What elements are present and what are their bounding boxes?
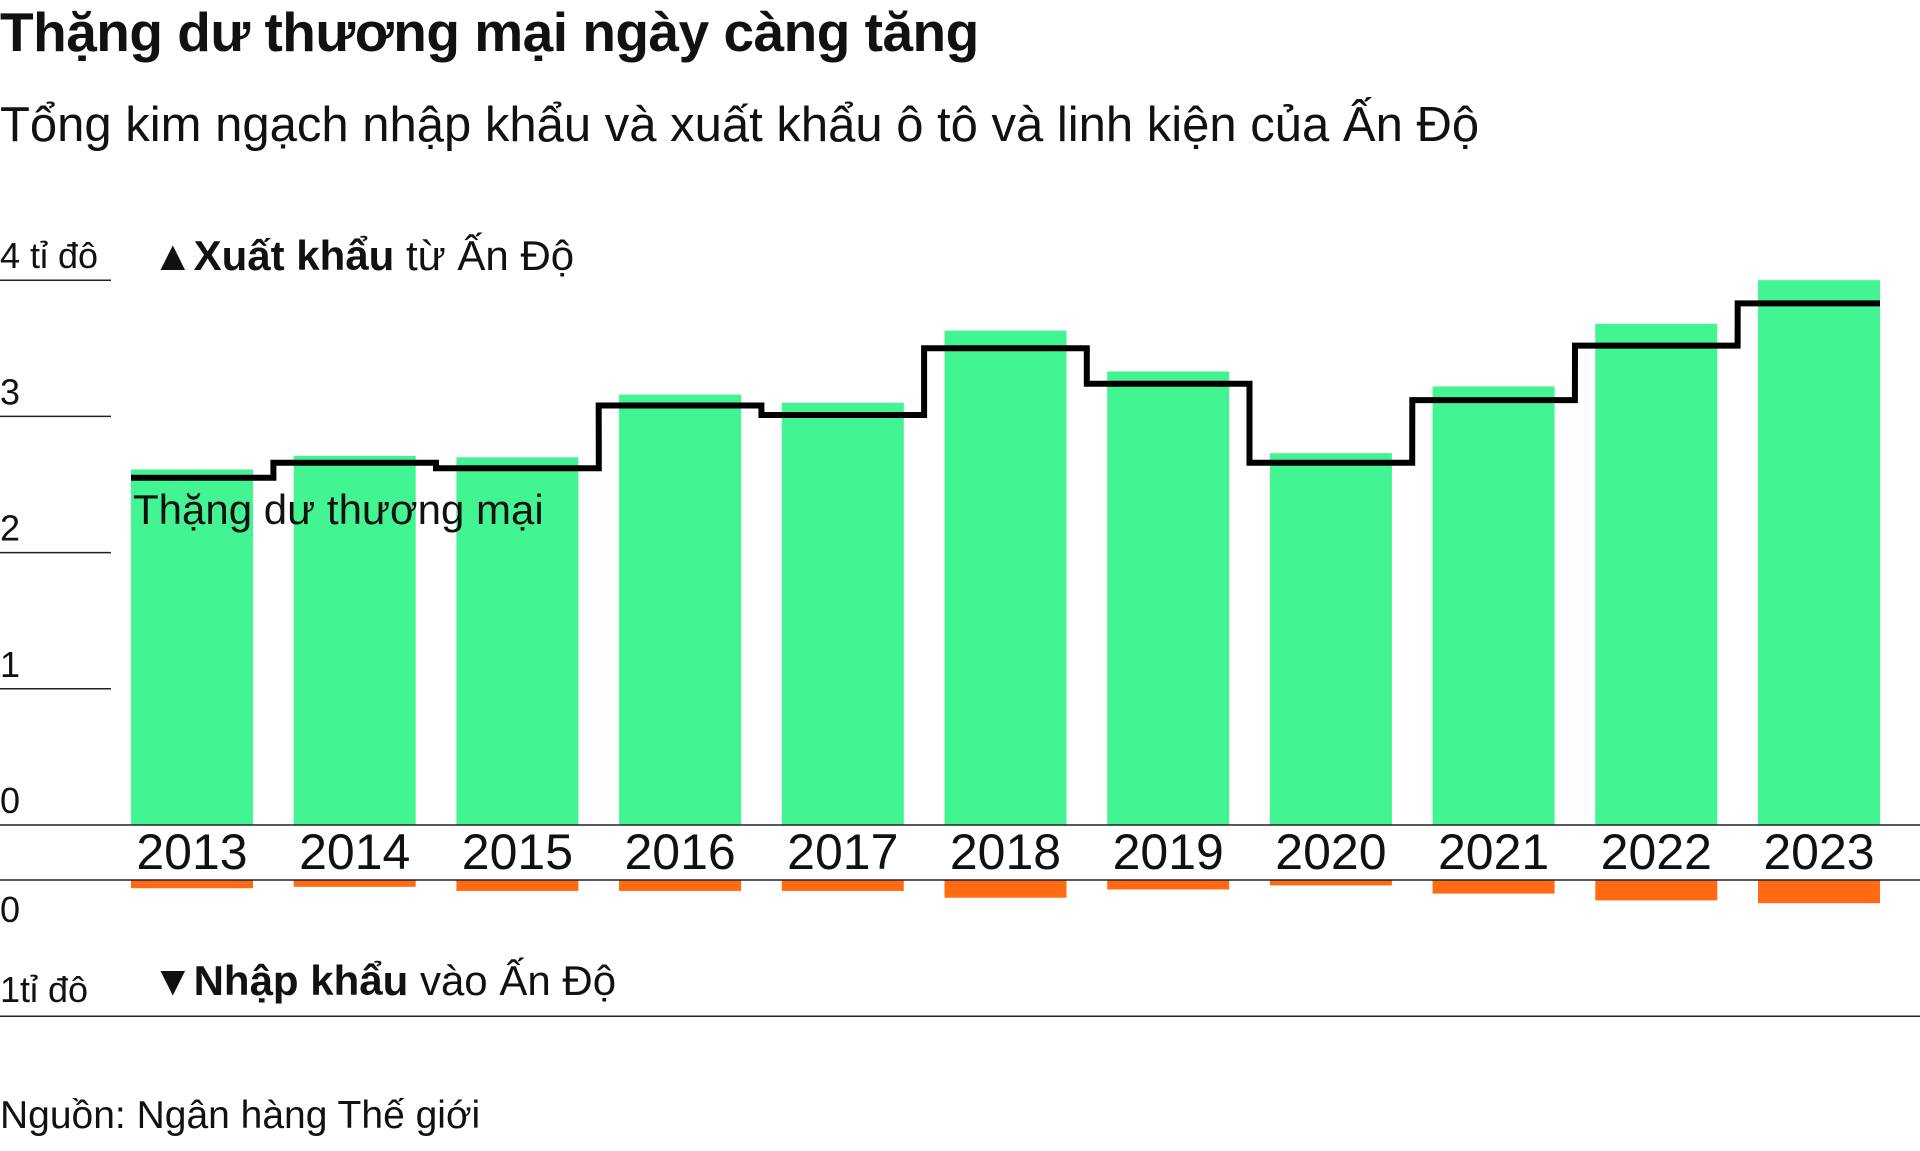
x-tick-label-2023: 2023 [1763,824,1874,880]
surplus-label: Thặng dư thương mại [133,486,544,533]
export-bar-2023 [1758,280,1880,825]
x-tick-label-2019: 2019 [1113,824,1224,880]
x-tick-labels: 2013 2014 2015 2016 2017 2018 2019 2020 2021 2022… [136,824,1874,880]
x-tick-label-2016: 2016 [624,824,735,880]
import-bar-2021 [1432,880,1555,894]
import-bar-2016 [619,880,742,891]
import-bar-2023 [1758,880,1880,904]
import-legend: ▼Nhập khẩu vào Ấn Độ [152,957,616,1004]
x-tick-label-2022: 2022 [1601,824,1712,880]
gridlines [0,279,1920,1017]
export-bar-2016 [619,394,742,825]
export-bar-2015 [456,457,579,825]
export-tick-label-2: 2 [0,508,20,549]
chart-title: Thặng dư thương mại ngày càng tăng [0,1,979,63]
export-legend: ▲Xuất khẩu từ Ấn Độ [152,232,574,279]
source-note: Nguồn: Ngân hàng Thế giới [0,1094,481,1137]
export-bar-2014 [293,455,416,825]
export-bar-2013 [131,469,253,825]
surplus-step-line [131,300,1880,481]
import-bars [131,880,1880,904]
chart-subtitle: Tổng kim ngạch nhập khẩu và xuất khẩu ô … [0,98,1480,152]
x-tick-label-2021: 2021 [1438,824,1549,880]
x-tick-label-2015: 2015 [462,824,573,880]
x-tick-label-2020: 2020 [1275,824,1386,880]
import-bar-2018 [944,880,1067,898]
export-bar-2018 [944,330,1067,825]
import-bar-2014 [293,880,416,887]
import-bar-2019 [1107,880,1230,890]
export-tick-label-1: 1 [0,644,20,685]
x-tick-label-2013: 2013 [136,824,247,880]
import-bar-2022 [1595,880,1718,901]
import-bar-2013 [131,880,253,889]
import-bar-2017 [781,880,904,891]
export-tick-label-0: 0 [0,780,20,821]
import-bar-2015 [456,880,579,891]
x-tick-label-2017: 2017 [787,824,898,880]
x-tick-label-2018: 2018 [950,824,1061,880]
down-triangle-icon: ▼ [152,957,194,1004]
export-bar-2020 [1269,453,1392,825]
export-bar-2022 [1595,323,1718,825]
export-bars [131,280,1880,825]
export-tick-label-4: 4 tỉ đô [0,235,98,276]
up-triangle-icon: ▲ [152,232,194,279]
export-tick-label-3: 3 [0,371,20,412]
export-bar-2021 [1432,386,1555,825]
import-tick-label-0: 0 [0,889,20,930]
export-bar-2017 [781,402,904,825]
x-tick-label-2014: 2014 [299,824,410,880]
export-bar-2019 [1107,371,1230,825]
import-tick-label-1: 1tỉ đô [0,969,88,1010]
y-tick-labels: 0 1 2 3 4 tỉ đô 0 1tỉ đô [0,235,98,1010]
import-bar-2020 [1269,880,1392,886]
